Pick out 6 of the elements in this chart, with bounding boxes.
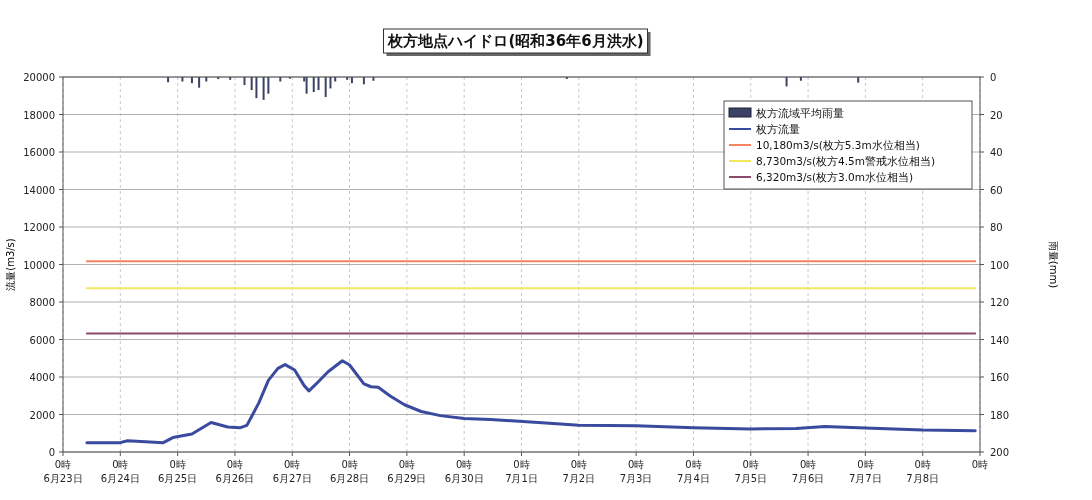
title: 枚方地点ハイドロ(昭和36年6月洪水) bbox=[388, 32, 644, 50]
legend-label: 枚方流量 bbox=[755, 123, 800, 135]
legend-label: 6,320m3/s(枚方3.0m水位相当) bbox=[756, 171, 914, 183]
legend-label: 10,180m3/s(枚方5.3m水位相当) bbox=[756, 139, 920, 151]
legend-label: 枚方流域平均雨量 bbox=[755, 107, 844, 119]
legend-label: 8,730m3/s(枚方4.5m警戒水位相当) bbox=[756, 155, 936, 167]
